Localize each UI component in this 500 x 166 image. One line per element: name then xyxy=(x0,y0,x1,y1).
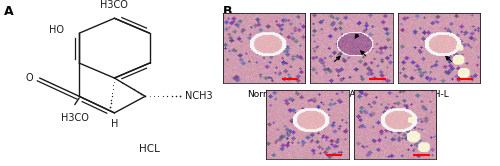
Text: A: A xyxy=(4,5,14,18)
Text: NCH3: NCH3 xyxy=(185,91,212,101)
Text: HCL: HCL xyxy=(139,144,160,154)
Text: H3CO: H3CO xyxy=(100,0,128,10)
Text: H3CO: H3CO xyxy=(61,113,88,123)
Text: H: H xyxy=(110,119,118,129)
Text: Normal: Normal xyxy=(248,90,280,99)
Text: SH-L: SH-L xyxy=(428,90,449,99)
Text: B: B xyxy=(223,5,232,18)
Text: IgAN: IgAN xyxy=(340,90,362,99)
Text: HO: HO xyxy=(49,25,64,35)
Text: O: O xyxy=(26,73,33,83)
